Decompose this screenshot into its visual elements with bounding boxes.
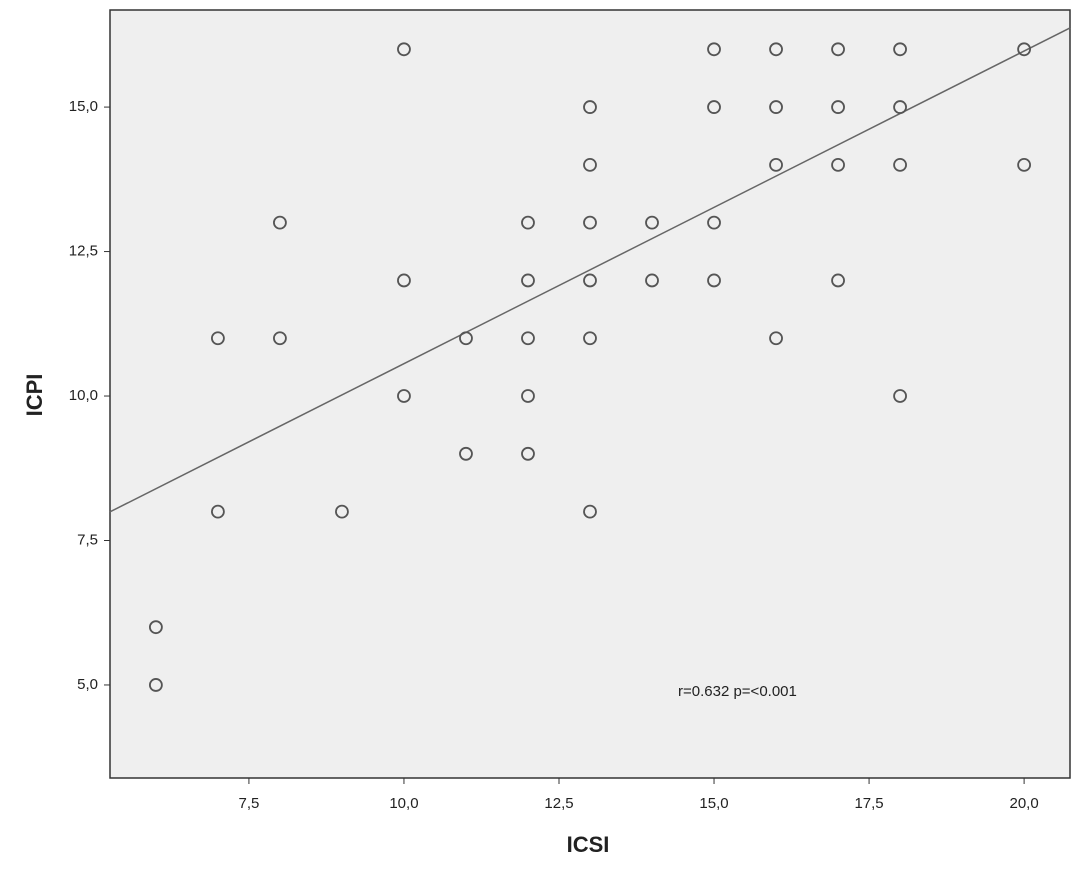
x-tick-label: 10,0 (389, 795, 418, 812)
y-tick-label: 5,0 (77, 676, 98, 693)
x-axis-title: ICSI (567, 832, 610, 857)
trend-line (109, 27, 1071, 513)
point (148, 678, 163, 692)
point (1017, 157, 1032, 172)
point (645, 215, 659, 230)
point (459, 446, 473, 461)
point (397, 273, 411, 288)
point (521, 446, 535, 461)
point (273, 215, 287, 230)
point (769, 100, 783, 114)
x-tick-label: 20,0 (1010, 795, 1039, 812)
point (769, 331, 783, 346)
point (583, 504, 597, 519)
point (831, 42, 845, 57)
point (831, 100, 845, 114)
point (583, 157, 597, 172)
point (707, 273, 721, 288)
y-axis-title: ICPI (22, 374, 47, 417)
point (831, 157, 845, 172)
point (583, 100, 597, 114)
x-tick-label: 7,5 (238, 795, 259, 812)
x-tick-label: 12,5 (544, 795, 573, 812)
y-tick-label: 12,5 (69, 243, 98, 260)
point (893, 389, 907, 403)
point (521, 215, 535, 230)
point (893, 42, 907, 57)
plot-area (109, 9, 1071, 779)
annotation: r=0.632 p=<0.001 (678, 683, 797, 700)
point (583, 273, 597, 288)
y-tick-label: 7,5 (77, 531, 98, 548)
point (521, 389, 535, 403)
y-tick-label: 15,0 (69, 98, 98, 115)
point (1017, 42, 1032, 57)
y-tick-label: 10,0 (69, 387, 98, 404)
point (335, 504, 349, 519)
point (521, 331, 535, 346)
point (769, 157, 783, 172)
point (211, 331, 225, 346)
x-tick-label: 17,5 (854, 795, 883, 812)
point (893, 100, 907, 114)
point (521, 273, 535, 288)
point (893, 157, 907, 172)
point (707, 42, 721, 57)
point (397, 389, 411, 403)
point (707, 100, 721, 114)
point (273, 331, 287, 346)
point (769, 42, 783, 57)
point (707, 215, 721, 230)
point (583, 331, 597, 346)
point (459, 331, 473, 346)
point (148, 620, 163, 635)
point (397, 42, 411, 57)
point (211, 504, 225, 519)
point (645, 273, 659, 288)
x-tick-label: 15,0 (699, 795, 728, 812)
point (583, 215, 597, 230)
point (831, 273, 845, 288)
